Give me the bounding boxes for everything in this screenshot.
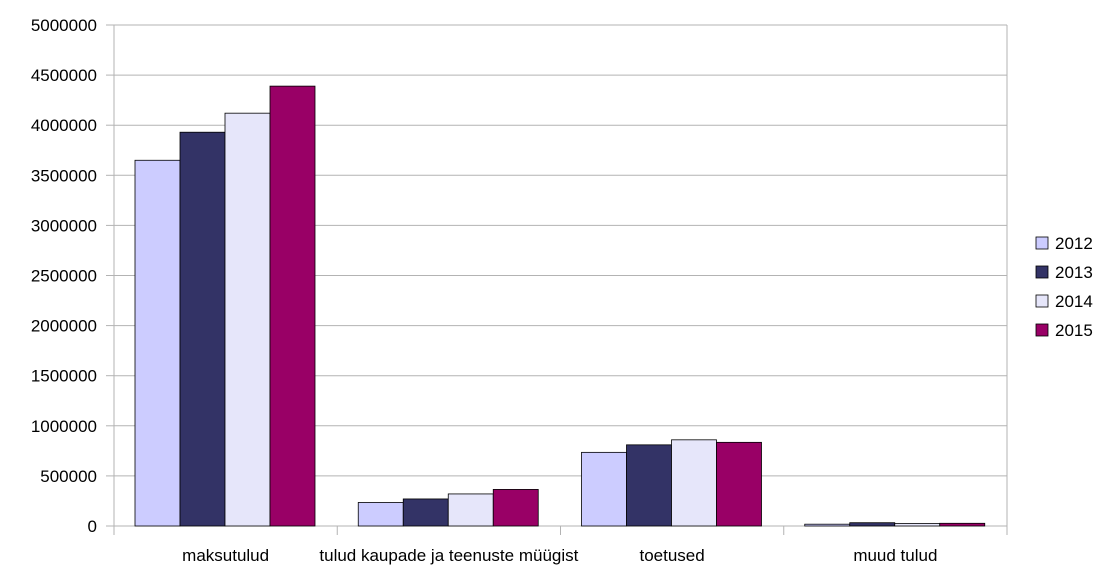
legend-swatch-2015 (1035, 323, 1049, 337)
bar-2015-3 (939, 522, 986, 527)
bar-2012-2 (581, 451, 627, 527)
bar-2014-3 (894, 522, 941, 527)
legend-swatch-2012 (1035, 236, 1049, 250)
y-tick-label: 3500000 (31, 166, 97, 185)
bar-2012-3 (804, 523, 851, 527)
bar-2015-2 (716, 441, 762, 527)
x-axis-category-labels: maksutulud tulud kaupade ja teenuste müüg… (182, 546, 937, 565)
legend-label-2015: 2015 (1055, 321, 1093, 340)
x-category-label: toetused (640, 546, 705, 565)
y-tick-label: 3000000 (31, 216, 97, 235)
y-tick-label: 4500000 (31, 66, 97, 85)
bar-2013-0 (179, 131, 226, 527)
bar-2014-2 (671, 439, 717, 527)
legend-swatch-2013 (1035, 265, 1049, 279)
y-tick-label: 500000 (40, 467, 97, 486)
bar-2015-1 (492, 489, 539, 527)
y-tick-label: 5000000 (31, 16, 97, 35)
bar-2015-0 (269, 85, 316, 527)
legend-label-2012: 2012 (1055, 234, 1093, 253)
legend-swatch-2014 (1035, 294, 1049, 308)
bar-2013-2 (626, 444, 672, 527)
y-tick-label: 2000000 (31, 317, 97, 336)
y-tick-label: 2500000 (31, 267, 97, 286)
x-category-label: muud tulud (853, 546, 937, 565)
bar-2012-0 (134, 159, 181, 527)
bar-2013-1 (402, 498, 449, 527)
y-tick-label: 1000000 (31, 417, 97, 436)
bar-2014-1 (447, 493, 494, 527)
bar-2014-0 (224, 112, 271, 527)
legend: 2012 2013 2014 2015 (1035, 234, 1093, 340)
bars (134, 85, 986, 527)
y-tick-label: 4000000 (31, 116, 97, 135)
x-category-label: tulud kaupade ja teenuste müügist (319, 546, 578, 565)
y-tick-label: 1500000 (31, 367, 97, 386)
bar-2013-3 (849, 522, 896, 527)
y-tick-label: 0 (88, 517, 97, 536)
legend-label-2014: 2014 (1055, 292, 1093, 311)
x-category-label: maksutulud (182, 546, 269, 565)
y-axis-tick-labels: 0 500000 1000000 1500000 2000000 2500000 30000… (31, 16, 97, 536)
legend-label-2013: 2013 (1055, 263, 1093, 282)
bar-2012-1 (357, 502, 404, 527)
